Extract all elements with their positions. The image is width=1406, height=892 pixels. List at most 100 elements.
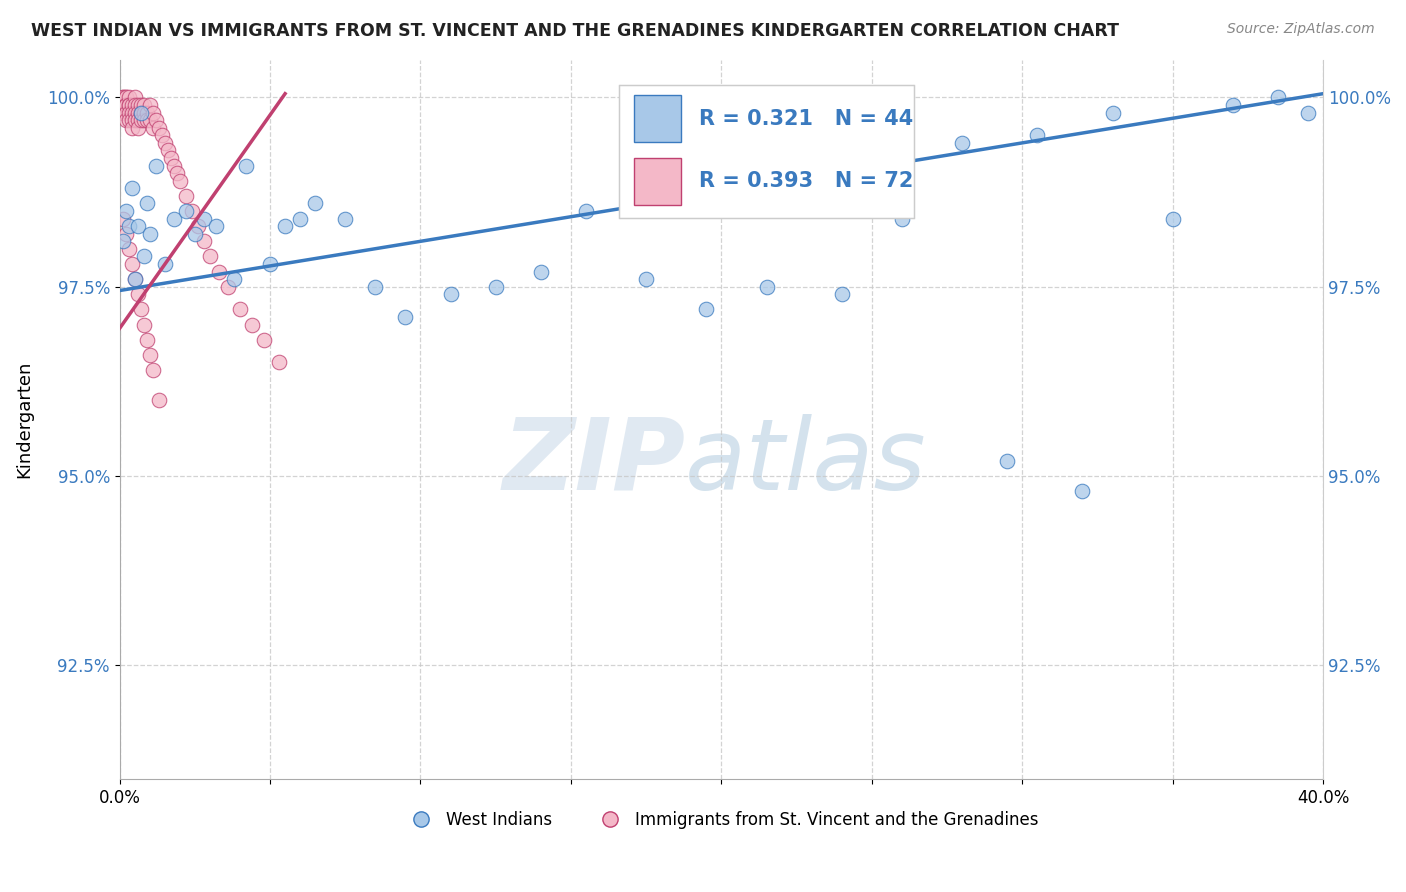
Point [124,272,146,286]
Point [114,90,136,104]
Point [530,264,553,278]
Point [217,279,239,293]
Legend: West Indians, Immigrants from St. Vincent and the Grenadines: West Indians, Immigrants from St. Vincen… [398,804,1045,835]
Point [111,90,134,104]
Point [138,98,160,112]
Point [124,105,146,120]
Point [132,105,155,120]
Text: Source: ZipAtlas.com: Source: ZipAtlas.com [1227,22,1375,37]
Point [208,264,231,278]
Point [1101,105,1123,120]
Y-axis label: Kindergarten: Kindergarten [15,360,32,478]
Point [121,257,143,271]
Point [132,113,155,128]
Point [117,98,139,112]
Point [114,204,136,219]
Point [148,393,170,408]
Point [145,159,167,173]
Point [145,113,167,128]
Point [129,105,152,120]
Point [117,242,139,256]
Point [163,211,186,226]
Point [198,250,221,264]
Point [1296,105,1319,120]
Point [117,90,139,104]
Point [1071,484,1094,499]
Point [127,105,149,120]
Point [117,219,139,234]
Point [121,181,143,195]
Point [142,105,165,120]
Point [159,151,181,165]
Point [229,302,252,317]
Point [156,144,179,158]
Point [138,113,160,128]
Point [124,272,146,286]
Text: ZIP: ZIP [502,414,685,511]
Point [335,211,357,226]
Point [288,211,311,226]
Point [150,128,173,143]
Point [114,105,136,120]
Point [205,219,228,234]
Point [129,113,152,128]
Point [114,98,136,112]
Point [117,98,139,112]
Point [114,90,136,104]
Point [394,310,416,324]
Point [174,189,197,203]
Point [259,257,281,271]
Point [153,257,176,271]
Point [184,227,207,241]
Point [121,113,143,128]
Point [187,219,209,234]
Point [111,98,134,112]
Point [193,211,215,226]
Point [142,363,165,377]
Point [950,136,973,150]
Point [267,355,290,369]
Point [274,219,297,234]
Point [132,318,155,332]
Point [695,302,717,317]
Point [166,166,188,180]
Point [121,98,143,112]
Point [127,98,149,112]
Point [138,348,160,362]
Point [1026,128,1049,143]
Point [114,227,136,241]
Point [129,302,152,317]
Point [111,98,134,112]
Point [575,204,598,219]
Point [132,98,155,112]
Point [135,113,157,128]
Point [121,105,143,120]
Text: WEST INDIAN VS IMMIGRANTS FROM ST. VINCENT AND THE GRENADINES KINDERGARTEN CORRE: WEST INDIAN VS IMMIGRANTS FROM ST. VINCE… [31,22,1119,40]
Point [129,98,152,112]
Point [890,211,912,226]
Point [253,333,276,347]
Point [135,196,157,211]
Point [124,113,146,128]
Point [111,235,134,249]
Point [485,279,508,293]
Point [1222,98,1244,112]
Point [240,318,263,332]
Point [111,105,134,120]
Point [111,211,134,226]
Point [1267,90,1289,104]
Point [129,105,152,120]
Point [135,105,157,120]
Point [636,272,658,286]
Point [304,196,326,211]
Point [193,235,215,249]
Point [124,90,146,104]
Point [127,113,149,128]
Point [127,287,149,301]
Point [995,454,1018,468]
Point [138,227,160,241]
Point [755,279,778,293]
Point [439,287,461,301]
Point [135,333,157,347]
Point [121,120,143,135]
